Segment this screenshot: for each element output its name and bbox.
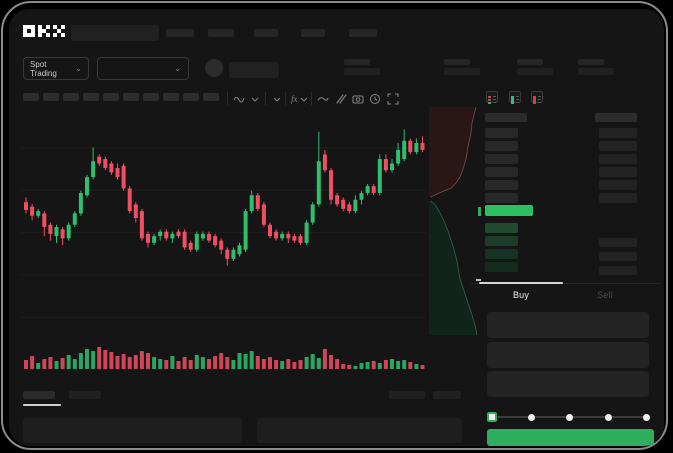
active-tab-indicator: [479, 282, 563, 284]
okx-logo: [23, 25, 65, 37]
slider-stop[interactable]: [643, 414, 650, 421]
candlestick-chart[interactable]: [21, 109, 426, 371]
camera-icon[interactable]: [352, 93, 364, 105]
timeframe-button[interactable]: [83, 93, 99, 101]
order-input-field[interactable]: [487, 312, 649, 338]
pair-dropdown[interactable]: ⌄: [97, 57, 189, 80]
last-price-bar[interactable]: [485, 205, 533, 216]
stat-value-placeholder: [517, 68, 553, 75]
bid-amount-row[interactable]: [599, 238, 637, 247]
tab-buy[interactable]: Buy: [512, 290, 530, 300]
bottom-tab[interactable]: [69, 391, 101, 399]
order-input-field[interactable]: [487, 342, 649, 368]
chevron-down-icon: ⌄: [75, 63, 82, 73]
stat-value-placeholder: [344, 68, 380, 75]
slider-handle-active[interactable]: [487, 412, 497, 422]
orderbook-view-asks-icon[interactable]: [531, 91, 543, 104]
ask-amount-row[interactable]: [599, 154, 637, 164]
bid-price-row[interactable]: [485, 262, 518, 272]
timeframe-button[interactable]: [203, 93, 219, 101]
header-search-placeholder[interactable]: [71, 25, 159, 41]
depth-chart[interactable]: [429, 107, 481, 335]
ask-amount-row[interactable]: [599, 141, 637, 151]
timeframe-button[interactable]: [63, 93, 79, 101]
stat-label-placeholder: [344, 59, 370, 65]
timeframe-button[interactable]: [43, 93, 59, 101]
timeframe-button[interactable]: [183, 93, 199, 101]
stat-value-placeholder: [578, 68, 614, 75]
stat-label-placeholder: [444, 59, 470, 65]
price-placeholder: [229, 62, 279, 78]
market-type-dropdown[interactable]: Spot Trading ⌄: [23, 57, 89, 80]
ask-price-column: [485, 128, 518, 203]
bid-amount-row[interactable]: [599, 266, 637, 275]
toolbar-divider: [227, 92, 228, 105]
ask-price-row[interactable]: [485, 167, 518, 177]
orderbook-view-bids-icon[interactable]: [509, 91, 521, 104]
ask-price-row[interactable]: [485, 193, 518, 203]
nav-item[interactable]: [301, 29, 325, 37]
orderbook-header-amount: [595, 113, 637, 122]
slider-stop[interactable]: [528, 414, 535, 421]
timeframe-button[interactable]: [143, 93, 159, 101]
bottom-action-placeholder[interactable]: [433, 391, 461, 399]
bid-amount-row[interactable]: [599, 252, 637, 261]
timeframe-button[interactable]: [123, 93, 139, 101]
stat-label-placeholder: [578, 59, 604, 65]
bid-price-row[interactable]: [485, 236, 518, 246]
nav-item[interactable]: [208, 29, 234, 37]
app-window: Spot Trading ⌄ ⌄ fx: [9, 9, 664, 446]
bottom-tab-underline: [23, 404, 61, 406]
nav-item[interactable]: [349, 29, 377, 37]
panel-divider: [471, 283, 661, 284]
ask-amount-row[interactable]: [599, 180, 637, 190]
nav-item[interactable]: [166, 29, 194, 37]
tab-sell[interactable]: Sell: [597, 290, 613, 300]
ask-amount-column: [599, 128, 637, 203]
nav-item[interactable]: [254, 29, 278, 37]
toolbar-divider: [265, 92, 266, 105]
orders-panel-placeholder: [23, 418, 242, 443]
buy-submit-button[interactable]: [487, 429, 654, 446]
bid-price-column: [485, 223, 518, 272]
ask-price-row[interactable]: [485, 141, 518, 151]
ask-price-row[interactable]: [485, 180, 518, 190]
slider-stop[interactable]: [605, 414, 612, 421]
orderbook-view-combined-icon[interactable]: [486, 91, 498, 104]
bottom-action-placeholder[interactable]: [389, 391, 425, 399]
timeframe-button[interactable]: [163, 93, 179, 101]
slider-stop[interactable]: [566, 414, 573, 421]
ask-amount-row[interactable]: [599, 128, 637, 138]
timeframe-button[interactable]: [23, 93, 39, 101]
toolbar-divider: [285, 92, 286, 105]
market-type-label: Spot Trading: [30, 59, 57, 78]
orders-panel-placeholder: [257, 418, 462, 443]
draw-icon[interactable]: [335, 93, 347, 105]
ask-price-row[interactable]: [485, 128, 518, 138]
bottom-tab-active[interactable]: [23, 391, 55, 399]
stat-label-placeholder: [517, 59, 543, 65]
toolbar-divider: [311, 92, 312, 105]
ask-amount-row[interactable]: [599, 193, 637, 203]
interval-chevron-icon[interactable]: [271, 93, 283, 105]
expand-icon[interactable]: [387, 93, 399, 105]
chevron-down-icon[interactable]: [249, 93, 261, 105]
stat-value-placeholder: [444, 68, 480, 75]
bid-price-row[interactable]: [485, 249, 518, 259]
pair-icon: [205, 59, 223, 77]
ask-amount-row[interactable]: [599, 167, 637, 177]
timeframe-button[interactable]: [103, 93, 119, 101]
bid-price-row[interactable]: [485, 223, 518, 233]
clock-icon[interactable]: [369, 93, 381, 105]
chevron-down-icon: ⌄: [174, 63, 181, 73]
bid-amount-column: [599, 238, 637, 275]
chart-type-icon[interactable]: [233, 93, 245, 105]
orderbook-header-price: [485, 113, 527, 122]
ask-price-row[interactable]: [485, 154, 518, 164]
order-input-field[interactable]: [487, 371, 649, 397]
indicators-icon[interactable]: fx: [291, 93, 307, 105]
svg-text:fx: fx: [291, 94, 298, 104]
line-tool-icon[interactable]: [317, 93, 329, 105]
